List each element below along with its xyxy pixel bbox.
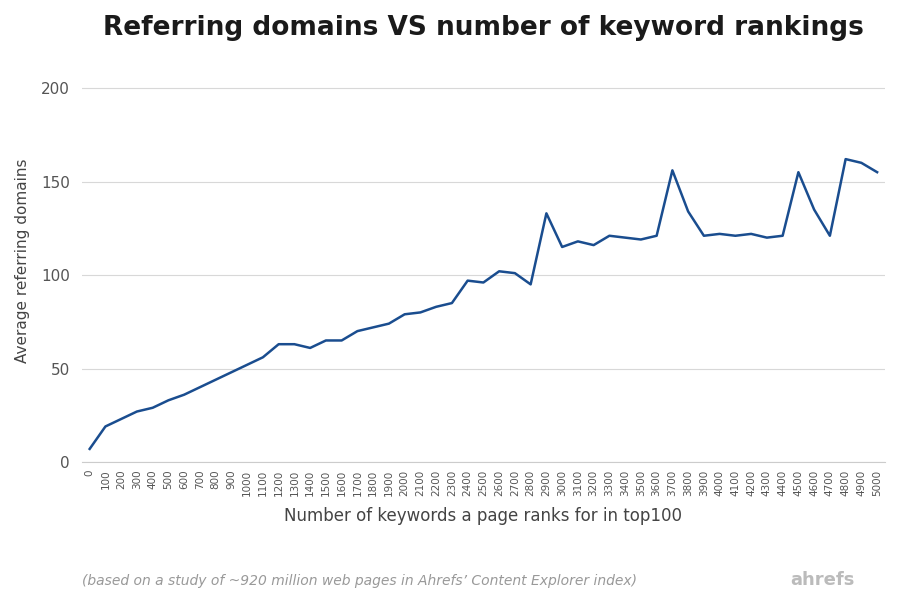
Text: (based on a study of ~920 million web pages in Ahrefs’ Content Explorer index): (based on a study of ~920 million web pa… [83, 574, 637, 588]
Y-axis label: Average referring domains: Average referring domains [15, 159, 30, 363]
Text: ahrefs: ahrefs [790, 571, 855, 589]
X-axis label: Number of keywords a page ranks for in top100: Number of keywords a page ranks for in t… [284, 507, 682, 525]
Title: Referring domains VS number of keyword rankings: Referring domains VS number of keyword r… [103, 15, 864, 41]
